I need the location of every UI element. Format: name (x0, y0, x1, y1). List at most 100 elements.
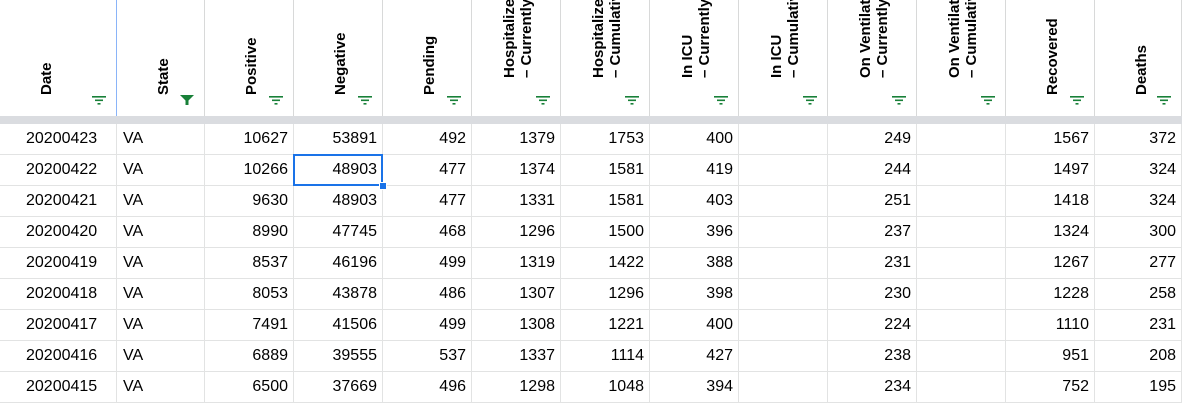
cell-date[interactable]: 20200421 (0, 186, 117, 217)
cell-negative[interactable]: 48903 (294, 186, 383, 217)
cell-icu_cum[interactable] (739, 248, 828, 279)
cell-pending[interactable]: 477 (383, 186, 472, 217)
cell-icu_cum[interactable] (739, 372, 828, 403)
cell-pending[interactable]: 477 (383, 155, 472, 186)
filter-icon[interactable] (624, 94, 640, 106)
cell-state[interactable]: VA (117, 217, 205, 248)
cell-negative[interactable]: 39555 (294, 341, 383, 372)
column-header-vent_cum[interactable]: On Ventilator – Cumulative (917, 0, 1006, 116)
cell-deaths[interactable]: 300 (1095, 217, 1182, 248)
cell-deaths[interactable]: 231 (1095, 310, 1182, 341)
cell-pending[interactable]: 499 (383, 248, 472, 279)
filter-icon[interactable] (713, 94, 729, 106)
cell-icu_curr[interactable]: 394 (650, 372, 739, 403)
cell-hosp_cum[interactable]: 1114 (561, 341, 650, 372)
cell-vent_cum[interactable] (917, 155, 1006, 186)
cell-recovered[interactable]: 1267 (1006, 248, 1095, 279)
cell-hosp_cum[interactable]: 1581 (561, 186, 650, 217)
column-header-negative[interactable]: Negative (294, 0, 383, 116)
cell-state[interactable]: VA (117, 248, 205, 279)
cell-icu_curr[interactable]: 400 (650, 310, 739, 341)
cell-vent_cum[interactable] (917, 248, 1006, 279)
cell-hosp_curr[interactable]: 1319 (472, 248, 561, 279)
cell-recovered[interactable]: 1110 (1006, 310, 1095, 341)
cell-state[interactable]: VA (117, 155, 205, 186)
cell-vent_cum[interactable] (917, 341, 1006, 372)
column-header-icu_curr[interactable]: In ICU – Currently (650, 0, 739, 116)
cell-deaths[interactable]: 324 (1095, 155, 1182, 186)
cell-vent_cum[interactable] (917, 279, 1006, 310)
cell-vent_curr[interactable]: 230 (828, 279, 917, 310)
cell-date[interactable]: 20200418 (0, 279, 117, 310)
cell-state[interactable]: VA (117, 186, 205, 217)
cell-pending[interactable]: 496 (383, 372, 472, 403)
cell-icu_curr[interactable]: 388 (650, 248, 739, 279)
cell-positive[interactable]: 10627 (205, 124, 294, 155)
cell-positive[interactable]: 8990 (205, 217, 294, 248)
cell-hosp_curr[interactable]: 1374 (472, 155, 561, 186)
filter-icon[interactable] (535, 94, 551, 106)
filter-icon[interactable] (91, 94, 107, 106)
cell-deaths[interactable]: 277 (1095, 248, 1182, 279)
cell-pending[interactable]: 492 (383, 124, 472, 155)
cell-vent_curr[interactable]: 244 (828, 155, 917, 186)
cell-date[interactable]: 20200422 (0, 155, 117, 186)
cell-negative[interactable]: 41506 (294, 310, 383, 341)
cell-date[interactable]: 20200419 (0, 248, 117, 279)
cell-hosp_cum[interactable]: 1753 (561, 124, 650, 155)
cell-hosp_curr[interactable]: 1298 (472, 372, 561, 403)
cell-recovered[interactable]: 1228 (1006, 279, 1095, 310)
cell-hosp_cum[interactable]: 1422 (561, 248, 650, 279)
cell-icu_curr[interactable]: 396 (650, 217, 739, 248)
cell-icu_cum[interactable] (739, 155, 828, 186)
cell-positive[interactable]: 9630 (205, 186, 294, 217)
cell-recovered[interactable]: 1497 (1006, 155, 1095, 186)
column-header-icu_cum[interactable]: In ICU – Cumulative (739, 0, 828, 116)
filter-icon[interactable] (446, 94, 462, 106)
cell-negative[interactable]: 43878 (294, 279, 383, 310)
cell-deaths[interactable]: 324 (1095, 186, 1182, 217)
cell-recovered[interactable]: 752 (1006, 372, 1095, 403)
cell-recovered[interactable]: 1418 (1006, 186, 1095, 217)
cell-icu_cum[interactable] (739, 124, 828, 155)
cell-positive[interactable]: 10266 (205, 155, 294, 186)
cell-hosp_cum[interactable]: 1048 (561, 372, 650, 403)
cell-vent_curr[interactable]: 234 (828, 372, 917, 403)
cell-hosp_curr[interactable]: 1307 (472, 279, 561, 310)
cell-icu_cum[interactable] (739, 310, 828, 341)
cell-state[interactable]: VA (117, 310, 205, 341)
cell-date[interactable]: 20200415 (0, 372, 117, 403)
column-header-hosp_curr[interactable]: Hospitalized – Currently (472, 0, 561, 116)
cell-hosp_curr[interactable]: 1331 (472, 186, 561, 217)
frozen-row-divider[interactable] (0, 116, 1182, 124)
cell-vent_curr[interactable]: 251 (828, 186, 917, 217)
cell-deaths[interactable]: 258 (1095, 279, 1182, 310)
cell-pending[interactable]: 468 (383, 217, 472, 248)
cell-pending[interactable]: 486 (383, 279, 472, 310)
cell-icu_curr[interactable]: 427 (650, 341, 739, 372)
cell-state[interactable]: VA (117, 372, 205, 403)
cell-date[interactable]: 20200416 (0, 341, 117, 372)
filter-icon[interactable] (1156, 94, 1172, 106)
cell-pending[interactable]: 499 (383, 310, 472, 341)
cell-vent_cum[interactable] (917, 124, 1006, 155)
cell-date[interactable]: 20200417 (0, 310, 117, 341)
cell-icu_curr[interactable]: 419 (650, 155, 739, 186)
column-header-recovered[interactable]: Recovered (1006, 0, 1095, 116)
filter-icon[interactable] (891, 94, 907, 106)
cell-state[interactable]: VA (117, 341, 205, 372)
cell-vent_cum[interactable] (917, 372, 1006, 403)
cell-negative[interactable]: 46196 (294, 248, 383, 279)
cell-recovered[interactable]: 1324 (1006, 217, 1095, 248)
cell-negative[interactable]: 47745 (294, 217, 383, 248)
column-header-positive[interactable]: Positive (205, 0, 294, 116)
cell-icu_cum[interactable] (739, 217, 828, 248)
column-header-vent_curr[interactable]: On Ventilator – Currently (828, 0, 917, 116)
cell-icu_cum[interactable] (739, 279, 828, 310)
cell-positive[interactable]: 8537 (205, 248, 294, 279)
cell-negative[interactable]: 53891 (294, 124, 383, 155)
cell-date[interactable]: 20200423 (0, 124, 117, 155)
cell-icu_curr[interactable]: 403 (650, 186, 739, 217)
cell-recovered[interactable]: 1567 (1006, 124, 1095, 155)
cell-negative[interactable]: 37669 (294, 372, 383, 403)
